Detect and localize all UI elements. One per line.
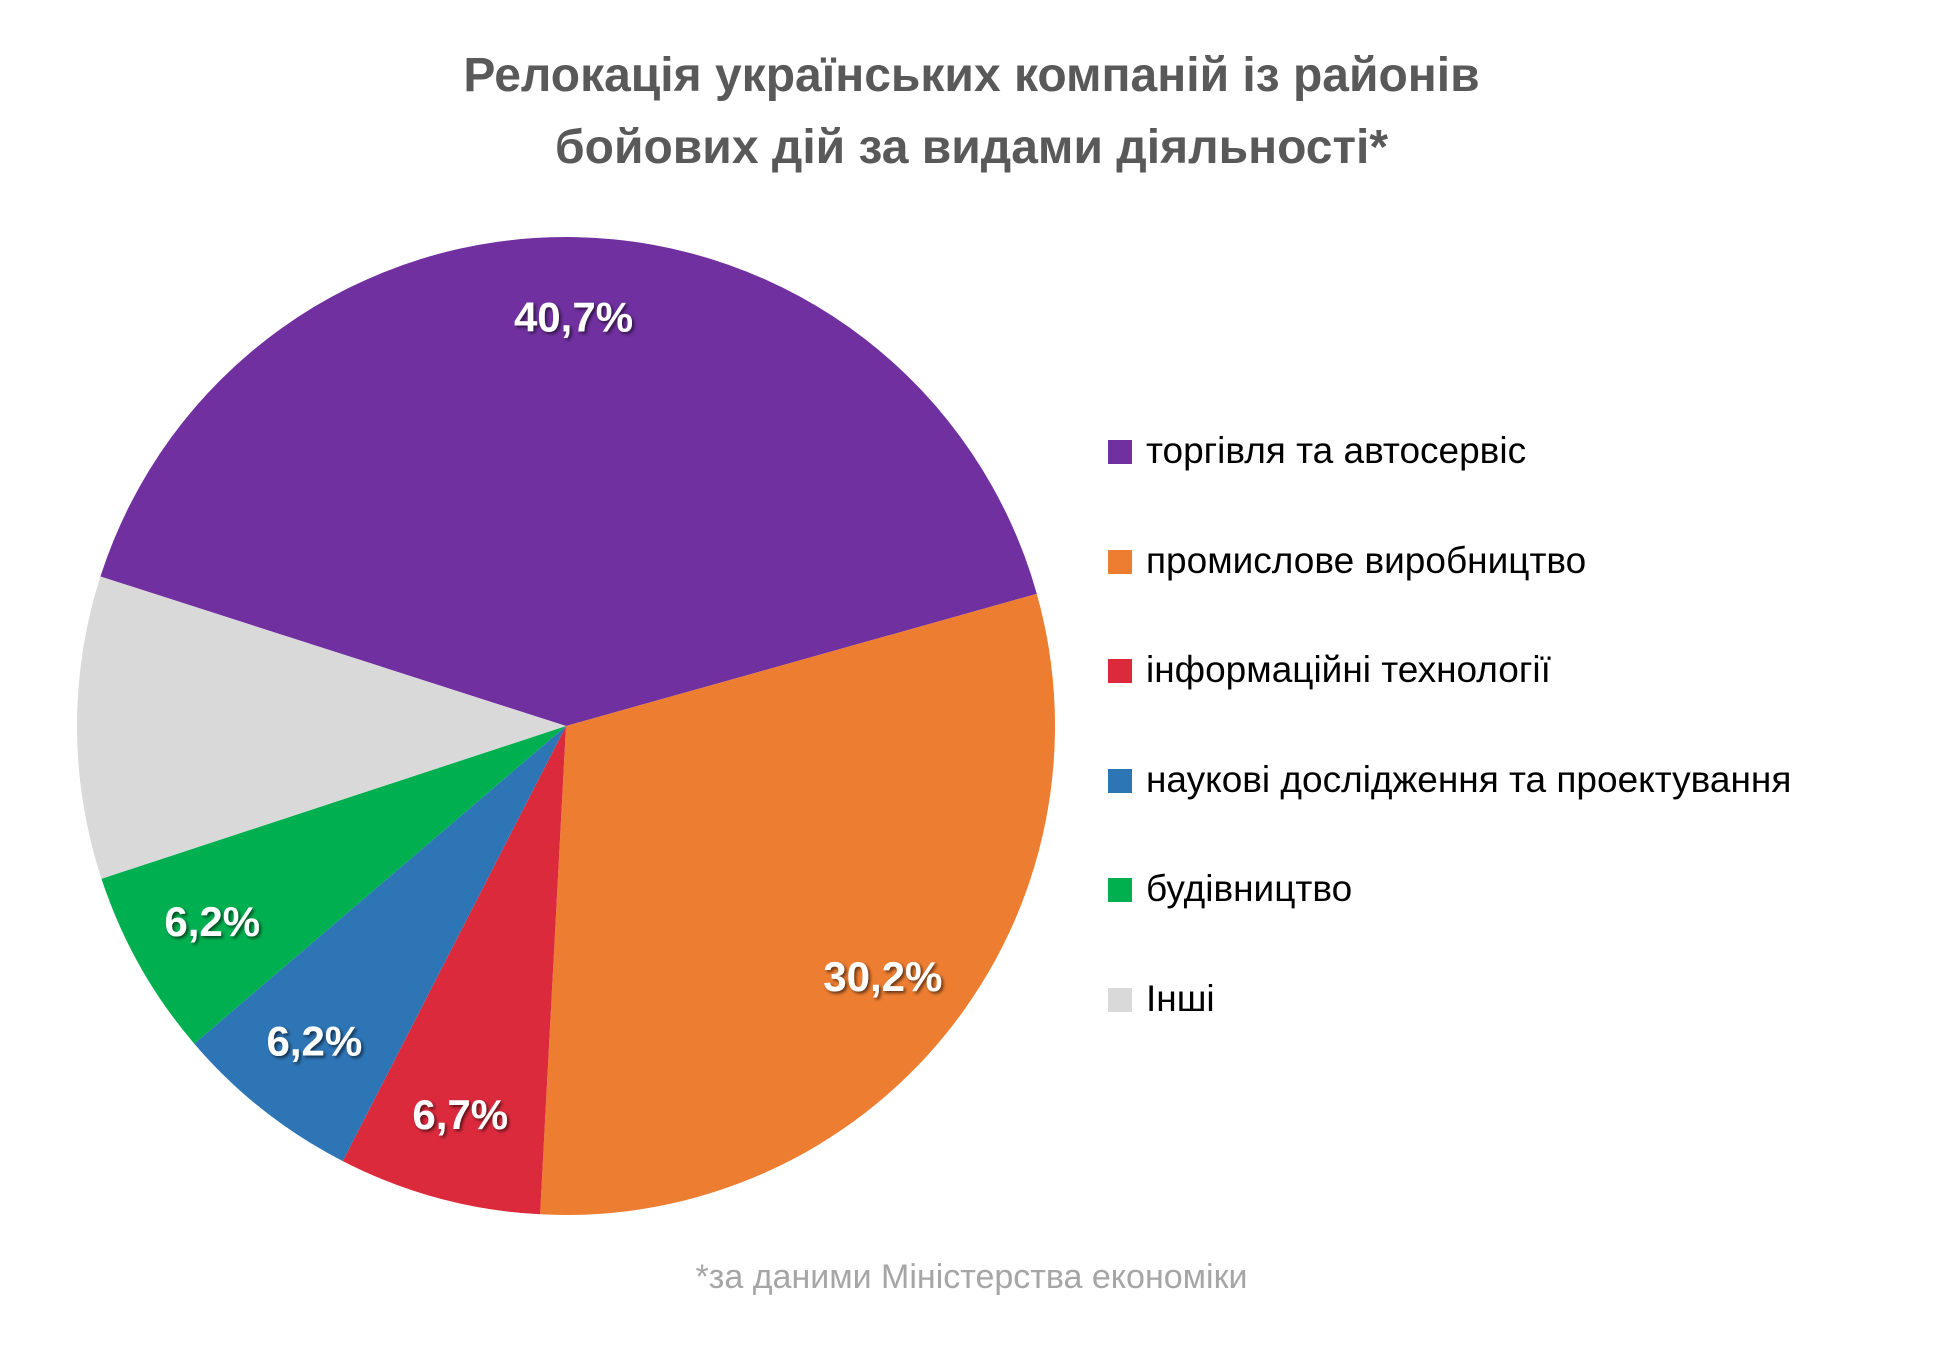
legend: торгівля та автосервіс промислове виробн… [1108, 426, 1791, 1083]
legend-item: інформаційні технології [1108, 645, 1791, 755]
pie-slice [540, 593, 1055, 1216]
pie-slice [101, 726, 566, 1044]
legend-label: промислове виробництво [1146, 539, 1587, 581]
footnote: *за даними Міністерства економіки [695, 1258, 1248, 1296]
legend-swatch [1108, 440, 1132, 464]
pie-slice [342, 726, 566, 1215]
data-label: 6,2% [164, 898, 260, 945]
pie-slice [76, 576, 566, 879]
legend-item: торгівля та автосервіс [1108, 426, 1791, 536]
legend-label: наукові дослідження та проектування [1146, 758, 1792, 800]
legend-label: інформаційні технології [1146, 649, 1551, 690]
legend-swatch [1108, 987, 1132, 1012]
pie-slice [100, 237, 1037, 726]
legend-item: наукові дослідження та проектування [1108, 755, 1791, 865]
legend-item: будівництво [1108, 864, 1791, 974]
pie-slice [194, 726, 566, 1162]
legend-swatch [1108, 659, 1132, 683]
legend-swatch [1108, 768, 1132, 793]
legend-label: Інші [1146, 977, 1215, 1019]
legend-label: будівництво [1146, 868, 1353, 909]
data-label: 6,2% [266, 1018, 362, 1065]
legend-item: промислове виробництво [1108, 536, 1791, 646]
legend-item: Інші [1108, 974, 1791, 1084]
legend-swatch [1108, 878, 1132, 902]
chart-title-line-1: Релокація українських компаній із районі… [463, 49, 1480, 102]
data-label: 6,7% [412, 1091, 508, 1138]
legend-swatch [1108, 549, 1132, 574]
data-label: 30,2% [823, 953, 942, 1000]
chart-title: Релокація українських компаній із районі… [0, 40, 1943, 184]
data-label: 40,7% [514, 293, 633, 340]
chart-title-line-2: бойових дій за видами діяльності* [555, 121, 1388, 174]
legend-label: торгівля та автосервіс [1146, 430, 1527, 471]
